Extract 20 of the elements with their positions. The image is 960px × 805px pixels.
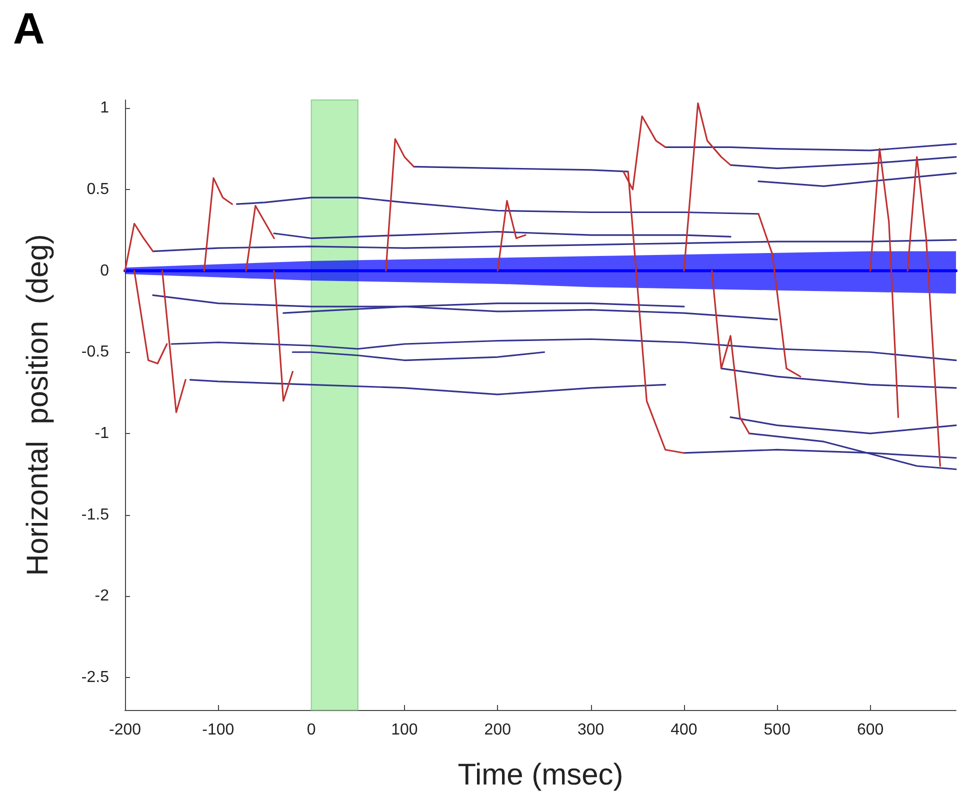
x-tick-label: 200 bbox=[484, 722, 512, 738]
x-tick-label: 100 bbox=[391, 722, 418, 738]
y-tick-label: 0.5 bbox=[86, 180, 110, 198]
x-tick-label: 400 bbox=[670, 722, 698, 738]
y-tick-label: -1.5 bbox=[81, 506, 110, 524]
x-tick-label: 500 bbox=[764, 722, 791, 738]
y-tick-label: -2 bbox=[94, 588, 110, 605]
x-tick-label: 0 bbox=[306, 722, 316, 738]
y-tick-label: -2.5 bbox=[81, 668, 110, 686]
x-tick-label: 600 bbox=[856, 722, 884, 738]
x-tick-label: 300 bbox=[577, 722, 604, 738]
x-tick-label: -100 bbox=[202, 722, 234, 738]
x-tick-label: -200 bbox=[108, 722, 142, 738]
y-tick-label: -0.5 bbox=[81, 344, 110, 361]
y-tick-label: 1 bbox=[100, 100, 110, 117]
y-axis-title: Horizontal position (deg) bbox=[22, 234, 54, 576]
y-tick-label: -1 bbox=[94, 424, 110, 442]
chart-title: A bbox=[13, 4, 45, 54]
x-axis-title: Time (msec) bbox=[458, 758, 624, 792]
y-tick-label: 0 bbox=[100, 262, 110, 280]
